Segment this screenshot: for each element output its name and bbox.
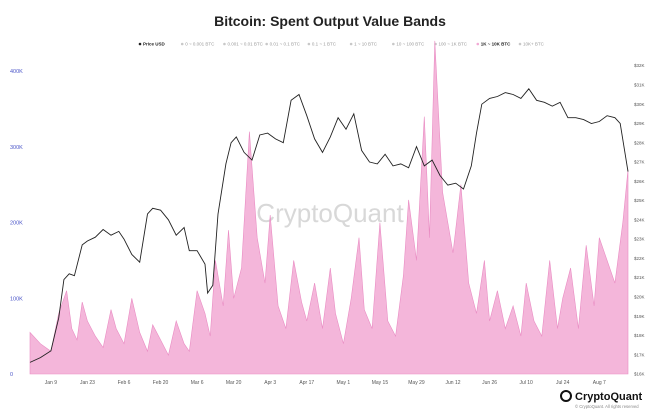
- right-tick-label: $28K: [634, 140, 645, 145]
- x-tick-label: Apr 17: [299, 380, 314, 386]
- chart-title: Bitcoin: Spent Output Value Bands: [214, 13, 446, 29]
- left-tick-label: 200K: [10, 221, 23, 227]
- x-tick-label: Mar 20: [226, 380, 242, 386]
- legend-marker: [307, 42, 311, 46]
- right-tick-label: $18K: [634, 333, 645, 338]
- legend-item: 10K+ BTC: [523, 42, 545, 47]
- x-tick-label: Aug 7: [593, 380, 606, 386]
- x-tick-label: Feb 20: [153, 380, 169, 386]
- x-tick-label: May 15: [372, 380, 389, 386]
- legend-item: 1 ~ 10 BTC: [354, 42, 378, 47]
- left-tick-label: 100K: [10, 296, 23, 302]
- right-tick-label: $24K: [634, 217, 645, 222]
- legend-item: 0.01 ~ 0.1 BTC: [270, 42, 301, 47]
- right-tick-label: $17K: [634, 352, 645, 357]
- legend-item: 0 ~ 0.001 BTC: [185, 42, 215, 47]
- watermark: CryptoQuant: [256, 198, 404, 228]
- series-area: [29, 40, 629, 375]
- legend-marker: [138, 42, 142, 46]
- x-tick-label: Jan 9: [45, 380, 57, 386]
- right-tick-label: $20K: [634, 295, 645, 300]
- legend-marker: [180, 42, 184, 46]
- x-tick-label: May 29: [408, 380, 425, 386]
- right-tick-label: $23K: [634, 237, 645, 242]
- line-layer: [29, 88, 629, 363]
- x-tick-label: May 1: [337, 380, 351, 386]
- x-tick-label: Mar 6: [191, 380, 204, 386]
- area-layer: [29, 40, 629, 375]
- legend-item: 100 ~ 1K BTC: [439, 42, 468, 47]
- x-tick-label: Feb 6: [118, 380, 131, 386]
- brand-logo: CryptoQuant © CryptoQuant. All rights re…: [560, 390, 643, 409]
- x-axis: Jan 9 Jan 23 Feb 6 Feb 20 Mar 6 Mar 20 Apr 3 Ap…: [45, 380, 606, 386]
- right-tick-label: $30K: [634, 102, 645, 107]
- legend-marker: [265, 42, 268, 46]
- legend-item: 10 ~ 100 BTC: [396, 42, 425, 47]
- legend-marker: [392, 42, 395, 46]
- brand-name: CryptoQuant: [575, 391, 643, 403]
- right-axis: $16K $17K $18K $19K $20K $21K $22K $23K $24K $25K…: [634, 63, 645, 376]
- series-line: [29, 88, 629, 363]
- x-tick-label: Jul 10: [519, 380, 533, 386]
- right-tick-label: $16K: [634, 372, 645, 377]
- legend-item: 0.1 ~ 1 BTC: [312, 42, 337, 47]
- left-tick-label: 300K: [10, 145, 23, 151]
- right-tick-label: $22K: [634, 256, 645, 261]
- right-tick-label: $26K: [634, 179, 645, 184]
- legend-marker: [518, 42, 522, 46]
- left-tick-label: 400K: [10, 69, 23, 75]
- right-tick-label: $31K: [634, 83, 645, 88]
- legend: Price USD 0 ~ 0.001 BTC 0.001 ~ 0.01 BTC 0.…: [138, 42, 545, 47]
- legend-marker: [476, 42, 480, 46]
- legend-item: Price USD: [143, 42, 166, 47]
- left-tick-label: 0: [10, 372, 13, 378]
- legend-marker: [223, 42, 226, 46]
- legend-item: 0.001 ~ 0.01 BTC: [227, 42, 263, 47]
- legend-item: 1K ~ 10K BTC: [481, 42, 511, 47]
- copyright: © CryptoQuant. All rights reserved: [575, 404, 639, 409]
- left-axis: 0 100K 200K 300K 400K: [10, 69, 23, 378]
- legend-marker: [349, 42, 353, 46]
- brand-logo-icon: [560, 390, 572, 402]
- right-tick-label: $32K: [634, 63, 645, 68]
- x-tick-label: Jun 12: [446, 380, 461, 386]
- right-tick-label: $29K: [634, 121, 645, 126]
- x-tick-label: Jul 24: [556, 380, 570, 386]
- x-tick-label: Apr 3: [264, 380, 276, 386]
- x-tick-label: Jan 23: [80, 380, 95, 386]
- right-tick-label: $19K: [634, 314, 645, 319]
- right-tick-label: $27K: [634, 160, 645, 165]
- right-tick-label: $25K: [634, 198, 645, 203]
- x-tick-label: Jun 26: [482, 380, 497, 386]
- right-tick-label: $21K: [634, 275, 645, 280]
